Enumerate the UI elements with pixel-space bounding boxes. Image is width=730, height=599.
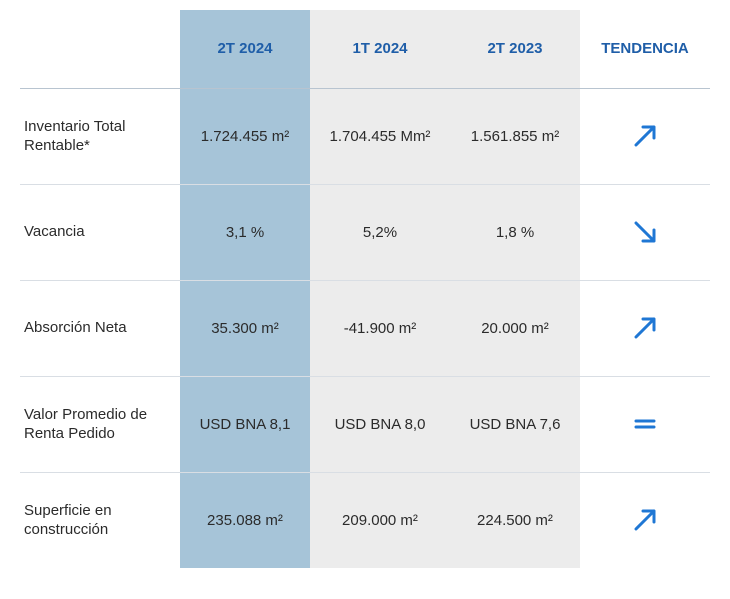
trend-down-icon (628, 215, 662, 249)
table-row: Superficie en construcción235.088 m²209.… (20, 472, 710, 568)
cell-2t2024: USD BNA 8,1 (180, 376, 310, 472)
cell-trend (580, 376, 710, 472)
cell-1t2024: 209.000 m² (310, 472, 450, 568)
table-header-row: 2T 2024 1T 2024 2T 2023 TENDENCIA (20, 10, 710, 88)
trend-up-icon (628, 503, 662, 537)
cell-2t2024: 3,1 % (180, 184, 310, 280)
cell-1t2024: 5,2% (310, 184, 450, 280)
metrics-table: 2T 2024 1T 2024 2T 2023 TENDENCIA Invent… (20, 10, 710, 568)
trend-up-icon (628, 311, 662, 345)
table-row: Valor Promedio de Renta PedidoUSD BNA 8,… (20, 376, 710, 472)
cell-2t2023: 1,8 % (450, 184, 580, 280)
trend-flat-icon (628, 407, 662, 441)
trend-up-icon (628, 119, 662, 153)
header-1t2024: 1T 2024 (310, 10, 450, 88)
header-2t2024: 2T 2024 (180, 10, 310, 88)
header-blank (20, 10, 180, 88)
metric-label: Superficie en construcción (20, 472, 180, 568)
cell-1t2024: USD BNA 8,0 (310, 376, 450, 472)
table-body: Inventario Total Rentable*1.724.455 m²1.… (20, 88, 710, 568)
cell-2t2024: 35.300 m² (180, 280, 310, 376)
header-2t2023: 2T 2023 (450, 10, 580, 88)
cell-trend (580, 472, 710, 568)
metric-label: Inventario Total Rentable* (20, 88, 180, 184)
cell-2t2024: 1.724.455 m² (180, 88, 310, 184)
cell-1t2024: -41.900 m² (310, 280, 450, 376)
metric-label: Valor Promedio de Renta Pedido (20, 376, 180, 472)
cell-2t2023: 20.000 m² (450, 280, 580, 376)
cell-2t2023: 224.500 m² (450, 472, 580, 568)
cell-2t2023: 1.561.855 m² (450, 88, 580, 184)
cell-2t2023: USD BNA 7,6 (450, 376, 580, 472)
cell-1t2024: 1.704.455 Mm² (310, 88, 450, 184)
metric-label: Absorción Neta (20, 280, 180, 376)
cell-trend (580, 88, 710, 184)
table-row: Absorción Neta35.300 m²-41.900 m²20.000 … (20, 280, 710, 376)
header-tendencia: TENDENCIA (580, 10, 710, 88)
metric-label: Vacancia (20, 184, 180, 280)
cell-trend (580, 280, 710, 376)
table-row: Inventario Total Rentable*1.724.455 m²1.… (20, 88, 710, 184)
cell-2t2024: 235.088 m² (180, 472, 310, 568)
table-row: Vacancia3,1 %5,2%1,8 % (20, 184, 710, 280)
cell-trend (580, 184, 710, 280)
